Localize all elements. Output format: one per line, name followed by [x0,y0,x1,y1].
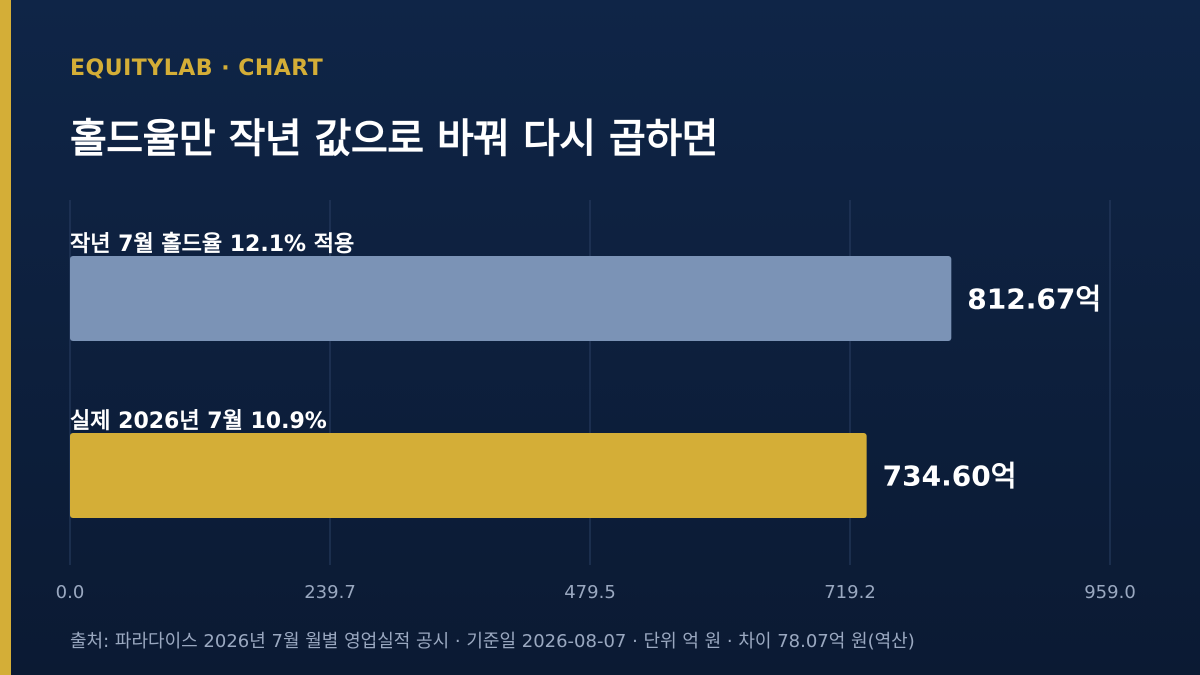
category-label: 작년 7월 홀드율 12.1% 적용 [70,231,354,257]
x-tick-label: 719.2 [824,582,876,603]
bar [70,256,952,341]
data-label: 812.67억 [967,283,1101,316]
bar [70,433,867,518]
source-footnote: 출처: 파라다이스 2026년 7월 월별 영업실적 공시 · 기준일 2026… [70,631,915,652]
brand-label: EQUITYLAB · CHART [70,56,324,81]
chart-title: 홀드율만 작년 값으로 바꿔 다시 곱하면 [70,116,718,162]
x-tick-label: 479.5 [564,582,616,603]
accent-bar [0,0,11,675]
x-tick-label: 239.7 [304,582,356,603]
category-label: 실제 2026년 7월 10.9% [70,409,327,434]
x-tick-label: 959.0 [1084,582,1136,603]
x-tick-label: 0.0 [56,582,85,603]
data-label: 734.60억 [883,460,1017,493]
